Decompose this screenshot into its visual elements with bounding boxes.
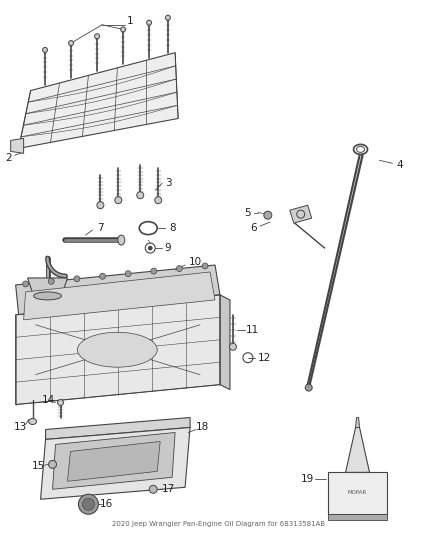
- Polygon shape: [220, 295, 230, 390]
- Circle shape: [120, 27, 126, 32]
- Polygon shape: [16, 265, 220, 315]
- Circle shape: [57, 400, 64, 406]
- Text: 7: 7: [97, 223, 104, 233]
- Circle shape: [151, 268, 157, 274]
- Circle shape: [23, 281, 28, 287]
- Text: 19: 19: [301, 474, 314, 484]
- Polygon shape: [346, 427, 370, 472]
- Circle shape: [305, 384, 312, 391]
- Circle shape: [48, 278, 54, 285]
- Polygon shape: [41, 427, 190, 499]
- Text: 2: 2: [5, 154, 12, 163]
- Circle shape: [49, 461, 57, 469]
- Text: MOPAR: MOPAR: [348, 490, 367, 495]
- Text: 5: 5: [244, 208, 251, 218]
- Text: 13: 13: [14, 423, 27, 432]
- Text: 12: 12: [258, 353, 272, 363]
- Circle shape: [149, 486, 157, 493]
- Polygon shape: [19, 53, 178, 148]
- Circle shape: [125, 271, 131, 277]
- Circle shape: [147, 20, 152, 25]
- Polygon shape: [46, 417, 190, 439]
- Circle shape: [166, 15, 170, 20]
- Circle shape: [95, 34, 99, 39]
- Text: 16: 16: [100, 499, 113, 509]
- Text: 9: 9: [165, 243, 171, 253]
- Text: 17: 17: [162, 484, 175, 494]
- Circle shape: [74, 276, 80, 282]
- Polygon shape: [328, 514, 388, 520]
- Polygon shape: [28, 278, 67, 296]
- Polygon shape: [328, 472, 388, 514]
- Text: 1: 1: [127, 16, 134, 26]
- Circle shape: [177, 265, 182, 271]
- Ellipse shape: [118, 235, 125, 245]
- Polygon shape: [16, 295, 220, 405]
- Polygon shape: [24, 272, 215, 320]
- Circle shape: [78, 494, 99, 514]
- Polygon shape: [356, 417, 360, 427]
- Circle shape: [202, 263, 208, 269]
- Circle shape: [155, 197, 162, 204]
- Circle shape: [264, 211, 272, 219]
- Polygon shape: [11, 139, 24, 154]
- Text: 4: 4: [396, 160, 403, 171]
- Text: 6: 6: [251, 223, 257, 233]
- Circle shape: [97, 201, 104, 209]
- Text: 14: 14: [42, 394, 55, 405]
- Circle shape: [115, 197, 122, 204]
- Circle shape: [230, 343, 237, 350]
- Polygon shape: [53, 432, 175, 489]
- Circle shape: [42, 47, 48, 52]
- Circle shape: [137, 192, 144, 199]
- Text: 10: 10: [188, 257, 201, 267]
- Ellipse shape: [78, 332, 157, 367]
- Ellipse shape: [34, 292, 61, 300]
- Polygon shape: [290, 205, 312, 223]
- Circle shape: [82, 498, 95, 510]
- Text: 3: 3: [165, 178, 171, 188]
- Circle shape: [69, 41, 74, 45]
- Text: 11: 11: [246, 325, 260, 335]
- Text: 8: 8: [169, 223, 176, 233]
- Circle shape: [148, 246, 152, 250]
- Text: 2020 Jeep Wrangler Pan-Engine Oil Diagram for 68313581AB: 2020 Jeep Wrangler Pan-Engine Oil Diagra…: [113, 521, 325, 527]
- Ellipse shape: [28, 418, 37, 424]
- Polygon shape: [67, 441, 160, 481]
- Circle shape: [99, 273, 106, 279]
- Text: 15: 15: [32, 462, 45, 471]
- Text: 18: 18: [195, 423, 208, 432]
